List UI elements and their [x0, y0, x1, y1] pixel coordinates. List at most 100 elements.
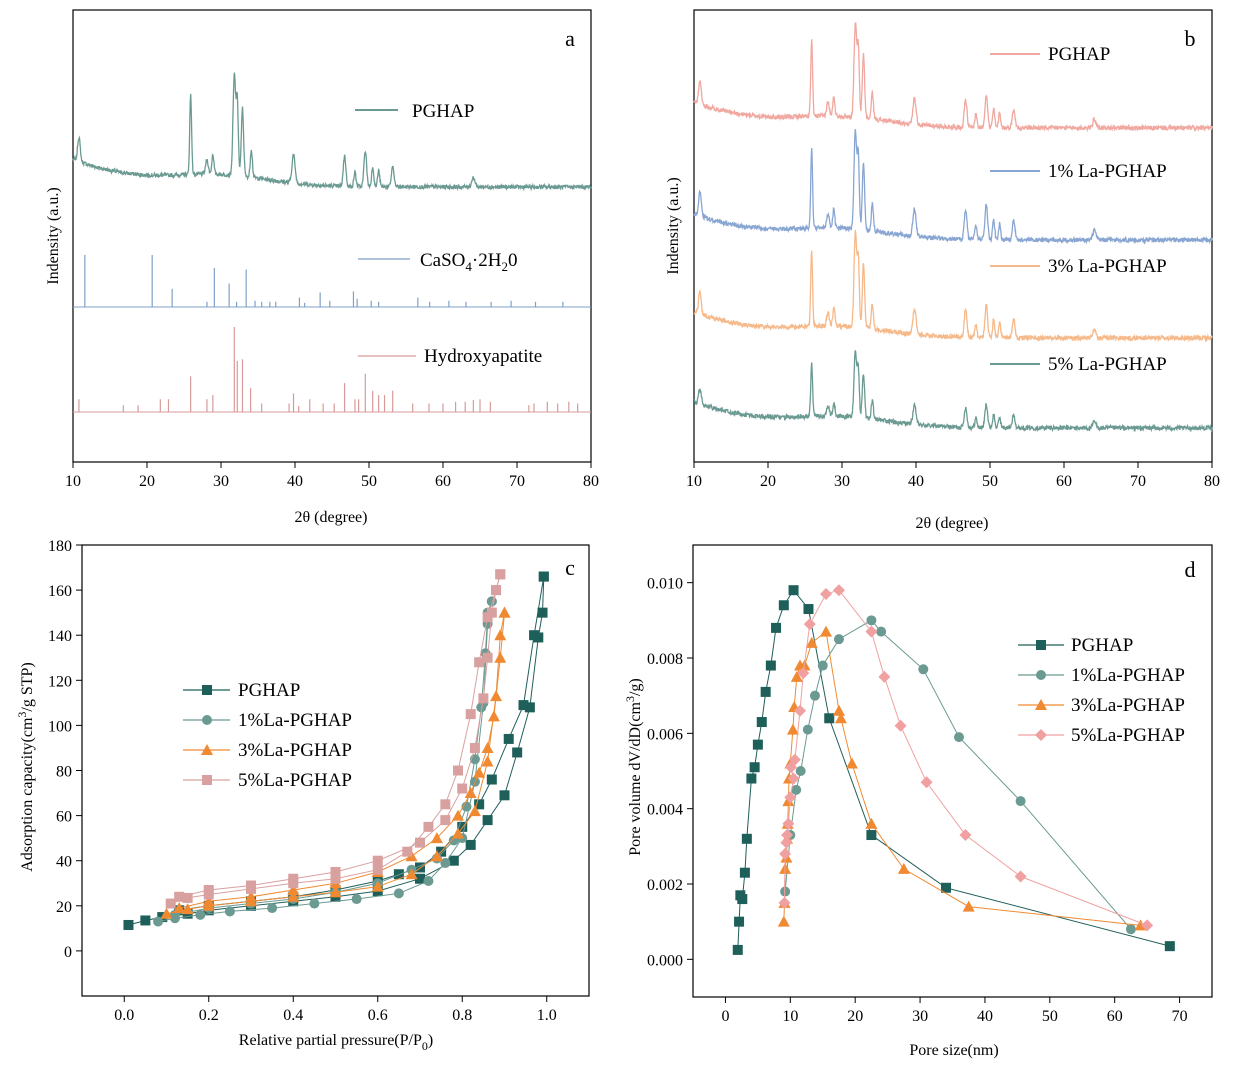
panel-c-point-pghap	[448, 855, 459, 866]
panel-c-ytick-label: 20	[56, 899, 72, 916]
panel-d-point-pghap	[771, 622, 782, 633]
panel-c-point-3-la-pghap	[329, 886, 342, 898]
panel-c-point-3-la-pghap	[452, 827, 465, 839]
panel-c-point-5-la-pghap	[469, 742, 480, 753]
panel-c-point-3-la-pghap	[468, 805, 481, 817]
panel-c-point-3-la-pghap	[430, 850, 443, 862]
panel-d-point-5-la-pghap	[920, 776, 933, 789]
panel-d-point-5-la-pghap	[778, 896, 791, 909]
panel-d-point-5-la-pghap	[819, 587, 832, 600]
panel-b-xtick-label: 60	[1056, 473, 1072, 490]
panel-c-point-pghap	[457, 821, 468, 832]
panel-b-xtick-label: 40	[908, 473, 924, 490]
panel-c-point-3-la-pghap	[287, 884, 300, 896]
panel-d-ylabel: Pore volume dV/dD(cm3/g)	[623, 678, 644, 856]
panel-c-point-pghap	[482, 815, 493, 826]
panel-d-point-5-la-pghap	[803, 618, 816, 631]
panel-d-xtick-label: 0	[721, 1008, 729, 1025]
panel-c-point-5-la-pghap	[372, 855, 383, 866]
panel-d-ytick-label: 0.010	[647, 576, 683, 593]
panel-c-point-3-la-pghap	[464, 787, 477, 799]
panel-c-point-5-la-pghap	[486, 607, 497, 618]
panel-c-point-3-la-pghap	[494, 629, 507, 641]
panel-c-point-3-la-pghap	[481, 741, 494, 753]
panel-c-point-5-la-pghap	[330, 866, 341, 877]
panel-b-xtick-label: 10	[686, 473, 702, 490]
panel-d-point-pghap	[749, 762, 760, 773]
panel-c-legend-5-la-pghap: 5%La-PGHAP	[238, 770, 352, 791]
panel-c-ytick-label: 180	[48, 538, 72, 555]
panel-d-point-pghap	[752, 739, 763, 750]
panel-a-xtick-label: 60	[435, 473, 451, 490]
panel-d-letter: d	[1185, 557, 1196, 582]
panel-c-point-5-la-pghap	[203, 885, 214, 896]
panel-c-xlabel: Relative partial pressure(P/P0)	[239, 1032, 433, 1053]
panel-c-point-3-la-pghap	[287, 890, 300, 902]
panel-d-point-5-la-pghap	[780, 836, 793, 849]
panel-a-xtick-label: 80	[583, 473, 599, 490]
panel-c-ytick-label: 100	[48, 718, 72, 735]
panel-c-xtick-label: 0.4	[283, 1007, 303, 1024]
panel-c-ylabel: Adsorption capacity(cm3/g STP)	[15, 662, 36, 872]
panel-c-xtick-label: 0.0	[114, 1007, 134, 1024]
panel-a-letter: a	[565, 26, 575, 51]
panel-d-point-pghap	[741, 833, 752, 844]
panel-d-ytick-label: 0.006	[647, 726, 683, 743]
panel-c-point-pghap	[140, 915, 151, 926]
panel-c-point-3-la-pghap	[245, 890, 257, 902]
panel-d-legend-marker-5-la-pghap	[1035, 729, 1047, 741]
panel-c-point-pghap	[393, 869, 404, 880]
panel-c-point-3-la-pghap	[181, 903, 194, 915]
panel-c-point-1-la-pghap	[267, 903, 278, 914]
panel-c-xtick-label: 1.0	[537, 1007, 557, 1024]
panel-c-point-5-la-pghap	[330, 873, 341, 884]
panel-c-point-5-la-pghap	[423, 821, 434, 832]
panel-a-ylabel: Indensity (a.u.)	[45, 187, 62, 284]
panel-c-point-5-la-pghap	[457, 783, 468, 794]
panel-c-point-pghap	[415, 873, 425, 884]
panel-c-point-3-la-pghap	[481, 755, 494, 767]
panel-c-point-pghap	[524, 702, 535, 713]
panel-d-point-5-la-pghap	[781, 829, 794, 842]
panel-c-point-1-la-pghap	[476, 702, 487, 713]
panel-d-point-5-la-pghap	[784, 791, 797, 804]
panel-c-point-pghap	[512, 747, 523, 758]
panel-d-point-5-la-pghap	[959, 829, 972, 842]
panel-d-point-3-la-pghap	[777, 915, 790, 927]
panel-a-legend-caso4: CaSO4·2H20	[420, 250, 517, 274]
panel-c-point-pghap	[529, 630, 540, 641]
panel-d-ytick-label: 0.002	[647, 877, 683, 894]
panel-d-point-1-la-pghap	[795, 766, 806, 776]
panel-d-point-pghap	[803, 604, 814, 615]
panel-d-point-1-la-pghap	[953, 732, 964, 743]
panel-c-point-3-la-pghap	[452, 809, 465, 821]
panel-d-xtick-label: 20	[847, 1008, 863, 1025]
panel-c-point-pghap	[503, 733, 514, 744]
panel-d-point-1-la-pghap	[1015, 796, 1026, 807]
panel-c-xtick-label: 0.6	[368, 1007, 388, 1024]
panel-d-point-pghap	[732, 944, 743, 955]
panel-a-xlabel: 2θ (degree)	[295, 509, 368, 526]
panel-d-point-5-la-pghap	[894, 719, 907, 732]
panel-c-point-5-la-pghap	[174, 891, 185, 902]
panel-c-point-3-la-pghap	[160, 907, 173, 919]
panel-c-point-1-la-pghap	[309, 898, 320, 909]
panel-b-series-1-la-pghap	[693, 129, 1213, 245]
panel-a-frame	[72, 9, 592, 463]
panel-d-point-5-la-pghap	[832, 584, 845, 597]
panel-b-chart: 10 20 30 40 50 60 70 80 2θ (degree) Indensity (a.…	[665, 9, 1220, 532]
panel-d-point-pghap	[941, 882, 952, 893]
panel-a-chart: 10 20 30 40 50 60 70 80 2θ (degree) Indensity (a.…	[45, 9, 599, 526]
panel-d-point-3-la-pghap	[832, 704, 845, 716]
panel-c-ytick-label: 120	[48, 673, 72, 690]
panel-c-point-3-la-pghap	[173, 902, 186, 914]
panel-c-point-1-la-pghap	[440, 857, 451, 868]
panel-b-xtick-label: 30	[834, 473, 850, 490]
panel-b-xtick-label: 80	[1204, 473, 1220, 490]
panel-b-xtick-label: 70	[1130, 473, 1146, 490]
panel-d-point-5-la-pghap	[787, 772, 800, 785]
panel-c-ytick-label: 80	[56, 764, 72, 781]
panel-b-ylabel: Indensity (a.u.)	[665, 177, 682, 274]
panel-c-point-1-la-pghap	[195, 909, 206, 920]
panel-c-point-3-la-pghap	[494, 651, 507, 663]
